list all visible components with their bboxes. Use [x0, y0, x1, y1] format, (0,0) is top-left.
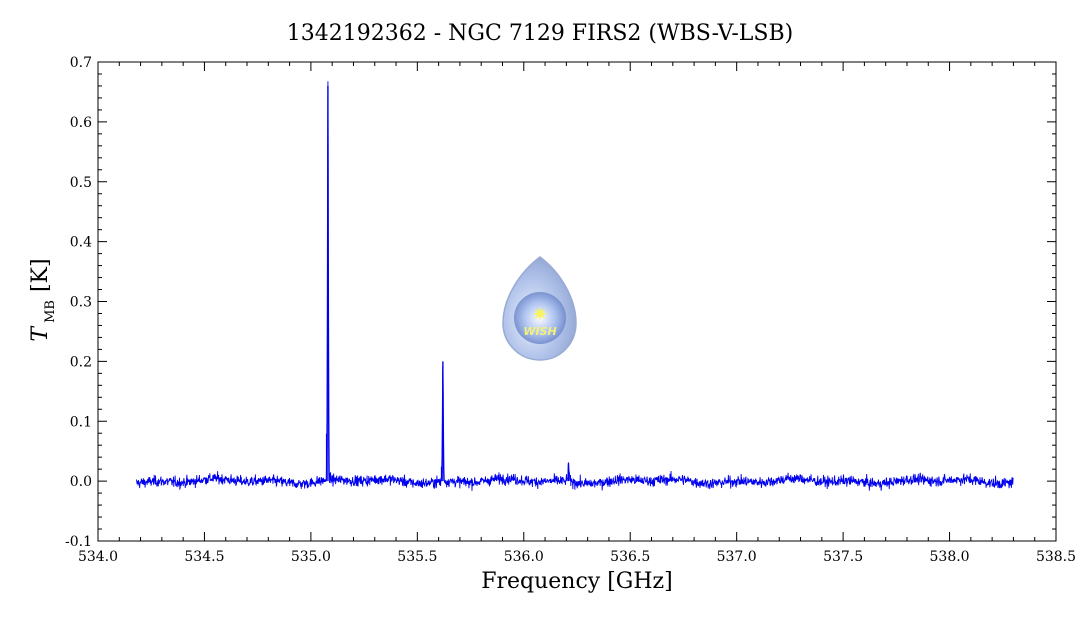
y-tick-label: 0.2	[70, 354, 92, 370]
x-tick-label: 536.5	[610, 549, 650, 565]
x-axis-ticks	[97, 62, 1057, 541]
y-tick-label: 0.7	[70, 55, 92, 71]
series-line-0	[135, 81, 1014, 491]
y-axis-label-sub: MB	[43, 300, 58, 323]
x-axis-label: Frequency [GHz]	[481, 569, 673, 594]
series-layer	[135, 81, 1014, 491]
x-tick-label: 538.5	[1036, 549, 1076, 565]
y-tick-label: 0.6	[70, 115, 92, 131]
x-tick-label: 536.0	[504, 549, 544, 565]
y-tick-label: 0.4	[70, 235, 92, 251]
x-tick-label: 535.5	[397, 549, 437, 565]
star-icon: ✷	[532, 302, 549, 326]
y-axis-ticks	[98, 61, 1056, 542]
x-tick-label: 538.0	[930, 549, 970, 565]
plot-frame	[97, 61, 1057, 542]
y-tick-label: 0.0	[70, 474, 92, 490]
x-tick-label: 534.0	[78, 549, 118, 565]
x-axis-tick-labels: 534.0 534.5 535.0 535.5 536.0 536.5 537.0 537.5…	[78, 549, 1076, 565]
y-tick-label: 0.5	[70, 175, 92, 191]
x-tick-label: 534.5	[184, 549, 224, 565]
y-axis-label: T MB [K]	[28, 258, 58, 341]
y-tick-label: 0.1	[70, 414, 92, 430]
y-axis-label-main: T	[28, 325, 53, 342]
chart-title: 1342192362 - NGC 7129 FIRS2 (WBS-V-LSB)	[287, 21, 793, 46]
logo-text: WISH	[523, 325, 556, 338]
y-tick-label: -0.1	[65, 534, 92, 550]
x-tick-label: 537.5	[823, 549, 863, 565]
y-tick-label: 0.3	[70, 295, 92, 311]
svg-text:T MB [K]: T MB [K]	[28, 258, 58, 341]
wish-logo: ✷ WISH	[502, 256, 577, 361]
x-tick-label: 537.0	[717, 549, 757, 565]
x-tick-label: 535.0	[291, 549, 331, 565]
y-axis-label-unit: [K]	[28, 258, 53, 292]
y-axis-tick-labels: -0.1 0.0 0.1 0.2 0.3 0.4 0.5 0.6 0.7	[65, 55, 92, 550]
